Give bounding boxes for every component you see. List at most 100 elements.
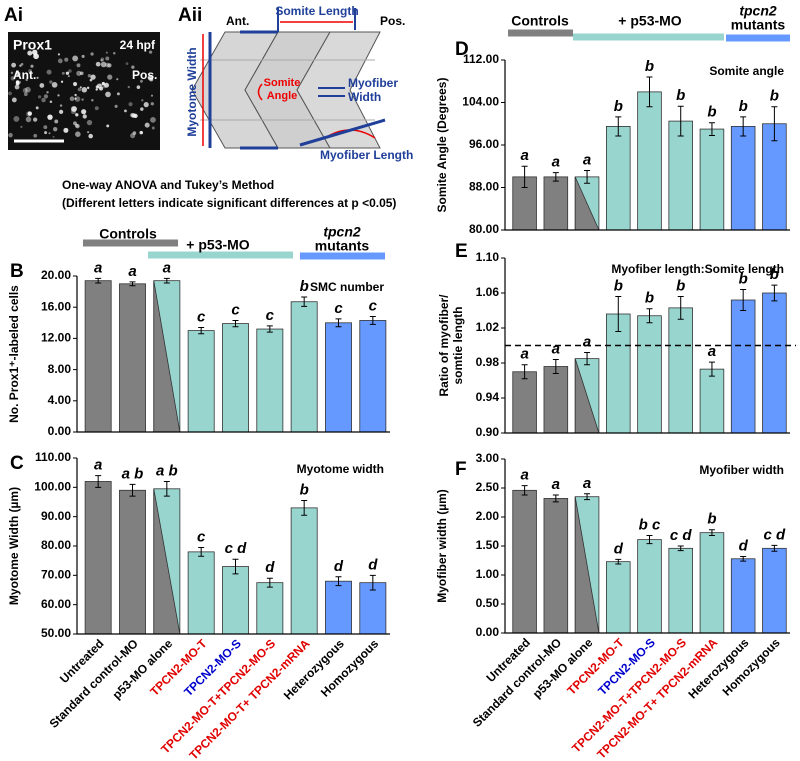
error-bar <box>521 364 528 380</box>
chart-title: SMC number <box>310 280 384 294</box>
significance-letter: a <box>520 467 528 484</box>
significance-letter: b <box>645 290 654 307</box>
cell-dot <box>116 92 120 96</box>
cell-dot <box>131 113 136 118</box>
cell-dot <box>100 61 107 68</box>
bar <box>84 280 112 433</box>
significance-letter: b <box>707 104 716 121</box>
cell-dot <box>90 74 96 80</box>
cell-dot <box>88 133 93 139</box>
significance-letter: c <box>369 298 378 315</box>
cell-dot <box>33 133 38 138</box>
cell-dot <box>53 126 58 132</box>
bar <box>668 120 693 231</box>
y-tick-label: 1.06 <box>476 285 500 299</box>
y-tick-label: 2.50 <box>476 480 500 494</box>
cell-dot <box>132 131 137 135</box>
error-bar <box>163 480 170 497</box>
cell-dot <box>68 69 72 73</box>
cell-dot <box>64 57 69 62</box>
error-bar <box>677 545 684 552</box>
error-bar <box>646 535 653 545</box>
error-bar <box>771 106 778 142</box>
error-bar <box>95 277 102 284</box>
error-bar <box>266 577 273 588</box>
cell-dot <box>87 74 92 78</box>
cell-dot <box>113 51 116 55</box>
cell-dot <box>76 63 81 68</box>
error-bar <box>615 116 622 137</box>
significance-letter: b <box>300 278 309 295</box>
cell-dot <box>59 104 63 107</box>
cell-dot <box>136 85 141 89</box>
cell-dot <box>76 70 82 76</box>
bar <box>730 299 756 434</box>
group-label: + p53-MO <box>186 237 250 253</box>
error-bar <box>521 165 528 188</box>
fiber-line <box>299 118 386 147</box>
cell-dot <box>124 109 127 113</box>
axes <box>504 459 790 634</box>
cell-dot <box>41 97 46 103</box>
cell-dot <box>27 50 33 56</box>
error-bar <box>771 544 778 552</box>
cell-dot <box>104 82 110 88</box>
significance-letter: c d <box>764 526 787 543</box>
y-axis-label: No. Prox1⁺-labeled cells <box>7 285 21 423</box>
cell-dot <box>13 115 20 122</box>
cell-dot <box>141 99 144 102</box>
error-bar <box>646 76 653 108</box>
significance-letter: b <box>300 482 309 499</box>
y-tick-label: 0.00 <box>48 424 72 438</box>
cell-dot <box>74 123 79 128</box>
axes <box>76 458 390 635</box>
significance-letter: c <box>231 301 240 318</box>
cell-dot <box>73 121 77 126</box>
pos-label: Pos. <box>380 14 405 28</box>
cell-dot <box>77 87 82 92</box>
cell-dot <box>46 69 52 75</box>
cell-dot <box>106 124 110 128</box>
cell-dot <box>54 119 59 124</box>
error-bar <box>615 558 622 565</box>
error-bar <box>708 361 715 377</box>
error-bar <box>163 277 170 284</box>
cell-dot <box>150 102 154 106</box>
error-bar <box>708 122 715 136</box>
cell-dot <box>15 80 20 84</box>
cell-dot <box>28 69 33 73</box>
cell-dot <box>94 106 99 111</box>
significance-letter: d <box>265 559 275 576</box>
significance-letter: b <box>676 277 685 294</box>
significance-letter: c <box>266 307 275 324</box>
bar <box>699 368 725 434</box>
y-tick-label: 2.00 <box>476 509 500 523</box>
cell-dot <box>148 50 153 54</box>
significance-letter: a <box>163 259 171 276</box>
group-label: mutants <box>315 238 370 254</box>
cell-dot <box>107 63 112 68</box>
bar <box>543 176 569 231</box>
significance-letter: a <box>94 457 102 474</box>
bar <box>606 561 631 634</box>
y-tick-label: 0.50 <box>476 596 500 610</box>
significance-letter: c <box>334 300 343 317</box>
cell-dot <box>10 71 14 75</box>
y-tick-label: 1.02 <box>476 320 500 334</box>
error-bar <box>369 316 376 325</box>
y-tick-label: 70.00 <box>41 568 71 582</box>
panel-label: E <box>455 241 468 262</box>
error-bar <box>266 325 273 333</box>
significance-letter: c d <box>225 540 248 557</box>
y-tick-label: 110.00 <box>35 450 71 464</box>
significance-letter: b <box>707 511 716 528</box>
error-bar <box>552 494 559 503</box>
bar <box>290 301 318 433</box>
error-bar <box>740 289 747 311</box>
cell-dot <box>65 71 70 75</box>
chart-title: Somite angle <box>709 64 784 78</box>
stage-label: 24 hpf <box>120 38 156 52</box>
y-tick-label: 0.00 <box>476 625 500 639</box>
cell-dot <box>147 75 154 81</box>
bar <box>187 330 215 433</box>
